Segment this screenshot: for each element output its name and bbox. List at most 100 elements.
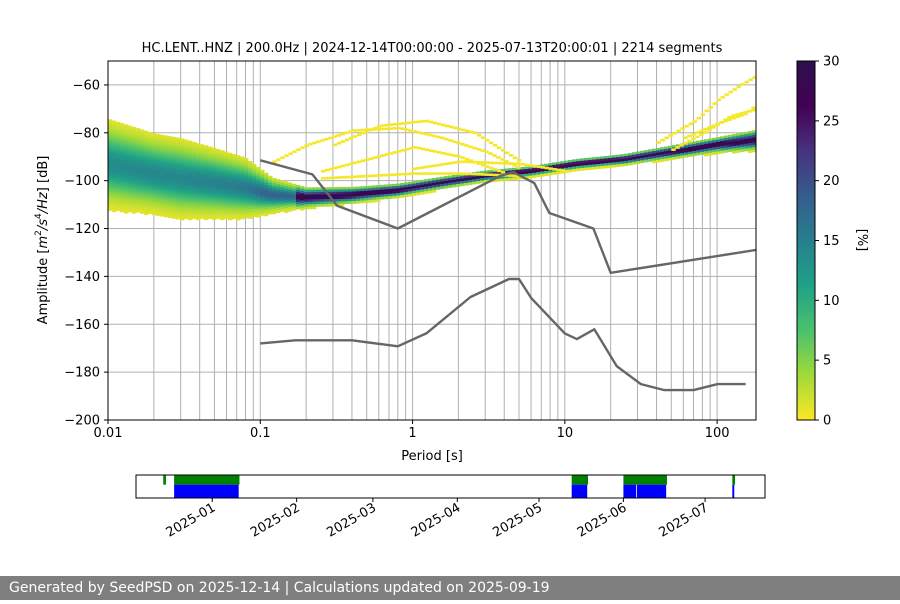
heatmap-cell [236, 176, 241, 180]
heatmap-cell [184, 151, 189, 155]
heatmap-cell [112, 204, 117, 208]
heatmap-cell [244, 174, 249, 178]
heatmap-cell [272, 160, 277, 163]
heatmap-cell [284, 193, 289, 197]
heatmap-cell [208, 156, 213, 159]
heatmap-cell [120, 202, 125, 206]
heatmap-cell [176, 180, 181, 184]
heatmap-cell [376, 192, 381, 195]
heatmap-cell [384, 184, 389, 188]
heatmap-cell [248, 192, 253, 195]
heatmap-cell [340, 203, 345, 207]
heatmap-cell [124, 170, 129, 173]
heatmap-cell [544, 163, 549, 167]
heatmap-cell [404, 189, 409, 193]
heatmap-cell [716, 137, 721, 140]
heatmap-cell [180, 188, 185, 192]
heatmap-cell [232, 178, 237, 181]
noise-model-curves [259, 159, 756, 392]
heatmap-cell [540, 166, 545, 169]
heatmap-cell [132, 126, 137, 130]
heatmap-cell [168, 157, 173, 161]
heatmap-cell [204, 167, 209, 170]
heatmap-cell [324, 199, 329, 202]
heatmap-cell [264, 208, 269, 212]
heatmap-cell [148, 163, 153, 166]
heatmap-cell [456, 141, 461, 145]
heatmap-cell [232, 161, 237, 164]
heatmap-cell [116, 126, 121, 130]
heatmap-cell [304, 189, 309, 193]
heatmap-cell [132, 134, 137, 137]
heatmap-cell [184, 156, 189, 160]
heatmap-cell [132, 203, 137, 207]
colorbar-label: [%] [854, 229, 869, 252]
heatmap-cell [228, 181, 233, 185]
heatmap-cell [640, 153, 645, 156]
heatmap-cell [200, 189, 205, 193]
heatmap-cell [240, 206, 245, 210]
heatmap-cell [108, 124, 113, 127]
heatmap-cell [496, 161, 501, 165]
heatmap-cell [188, 200, 193, 204]
heatmap-cell [432, 187, 437, 191]
heatmap-cell [128, 185, 133, 189]
heatmap-cell [707, 126, 712, 129]
heatmap-cell [620, 156, 625, 160]
heatmap-cell [752, 142, 756, 146]
heatmap-cell [136, 169, 141, 172]
heatmap-cell [148, 184, 153, 188]
heatmap-cell [156, 206, 161, 209]
heatmap-cell [144, 149, 149, 153]
heatmap-cell [204, 164, 209, 168]
heatmap-cell [168, 212, 173, 216]
heatmap-cell [172, 148, 177, 152]
heatmap-cell [160, 185, 165, 188]
heatmap-cell [532, 168, 537, 171]
heatmap-cell [660, 154, 665, 158]
heatmap-cell [348, 189, 353, 192]
heatmap-cell [500, 176, 505, 179]
heatmap-cell [152, 152, 157, 156]
heatmap-cell [732, 141, 737, 144]
heatmap-cell [500, 168, 505, 172]
heatmap-cell [748, 150, 753, 153]
heatmap-cell [140, 143, 145, 147]
heatmap-cell [716, 151, 721, 155]
heatmap-cell [472, 179, 477, 182]
heatmap-cell [536, 169, 541, 173]
heatmap-cell [168, 138, 173, 142]
heatmap-cell [204, 200, 209, 204]
heatmap-cell [496, 178, 501, 182]
heatmap-cell [492, 179, 497, 182]
heatmap-cell [212, 164, 217, 168]
heatmap-cell [216, 201, 221, 205]
heatmap-cell [120, 154, 125, 158]
heatmap-cell [332, 189, 337, 193]
heatmap-cell [216, 209, 221, 212]
heatmap-cell [144, 205, 149, 208]
heatmap-cell [112, 182, 117, 186]
heatmap-cell [716, 149, 721, 152]
heatmap-cell [252, 175, 257, 179]
heatmap-cell [196, 183, 201, 187]
heatmap-cell [112, 170, 117, 174]
heatmap-cell [604, 160, 609, 164]
heatmap-cell [208, 153, 213, 157]
heatmap-cell [264, 175, 269, 178]
heatmap-cell [172, 206, 177, 210]
heatmap-cell [344, 201, 349, 205]
heatmap-cell [248, 184, 253, 188]
heatmap-cell [704, 109, 709, 113]
heatmap-cell [720, 136, 725, 140]
heatmap-cell [188, 210, 193, 214]
heatmap-cell [196, 176, 201, 180]
heatmap-cell [292, 205, 297, 209]
heatmap-cell [740, 132, 745, 136]
heatmap-cell [344, 194, 349, 197]
heatmap-cell [136, 183, 141, 187]
heatmap-cell [228, 191, 233, 194]
heatmap-cell [168, 155, 173, 159]
heatmap-cell [400, 192, 405, 196]
heatmap-cell [180, 155, 185, 158]
